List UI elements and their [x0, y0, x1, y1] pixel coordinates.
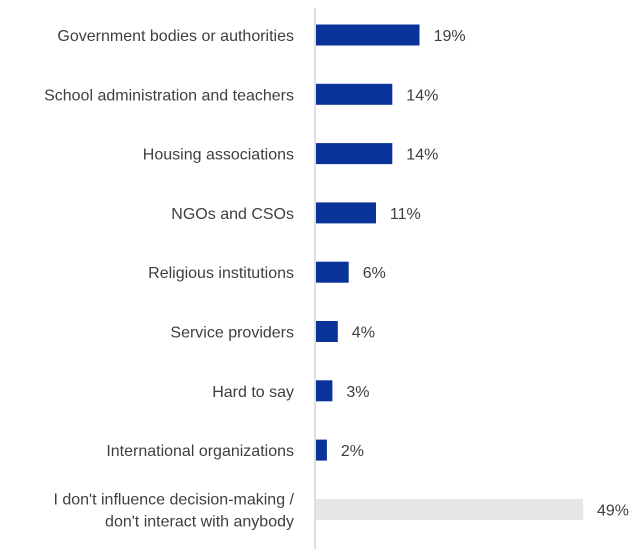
category-label: Housing associations	[143, 147, 294, 164]
category-label-line: Religious institutions	[148, 265, 294, 282]
category-label-line: Hard to say	[212, 384, 294, 401]
bar	[316, 321, 338, 342]
value-label: 2%	[341, 443, 364, 460]
value-label: 14%	[406, 87, 438, 104]
bar	[316, 202, 376, 224]
bars-group	[316, 24, 584, 520]
value-label: 3%	[346, 384, 369, 401]
value-label: 49%	[597, 502, 629, 519]
category-labels-group: Government bodies or authorities School a…	[44, 28, 294, 530]
category-label: Service providers	[170, 325, 294, 342]
bar	[316, 498, 584, 520]
bar	[316, 24, 420, 46]
category-label-line: School administration and teachers	[44, 87, 294, 104]
category-label-line: NGOs and CSOs	[171, 206, 294, 223]
category-label: Government bodies or authorities	[57, 28, 294, 45]
category-label: Religious institutions	[148, 265, 294, 282]
category-label: International organizations	[106, 443, 294, 460]
value-label: 11%	[390, 206, 421, 223]
value-label: 14%	[406, 147, 438, 164]
bar	[316, 380, 333, 402]
value-label: 6%	[363, 265, 386, 282]
value-labels-group: 19% 14% 14% 11% 6% 4% 3% 2% 49%	[341, 28, 629, 519]
category-label-line: Housing associations	[143, 147, 294, 164]
category-label-line: Government bodies or authorities	[57, 28, 294, 45]
value-label: 4%	[352, 325, 375, 342]
category-label-line: I don't influence decision-making /	[53, 491, 294, 508]
category-label-line: Service providers	[170, 325, 294, 342]
category-label: NGOs and CSOs	[171, 206, 294, 223]
bar	[316, 261, 349, 283]
value-label: 19%	[434, 28, 466, 45]
bar	[316, 143, 393, 165]
category-label: I don't influence decision-making / don't…	[53, 491, 294, 530]
category-label-line: International organizations	[106, 443, 294, 460]
category-label-line: don't interact with anybody	[105, 513, 294, 530]
bar	[316, 439, 327, 461]
category-label: Hard to say	[212, 384, 294, 401]
bar	[316, 83, 393, 105]
category-label: School administration and teachers	[44, 87, 294, 104]
